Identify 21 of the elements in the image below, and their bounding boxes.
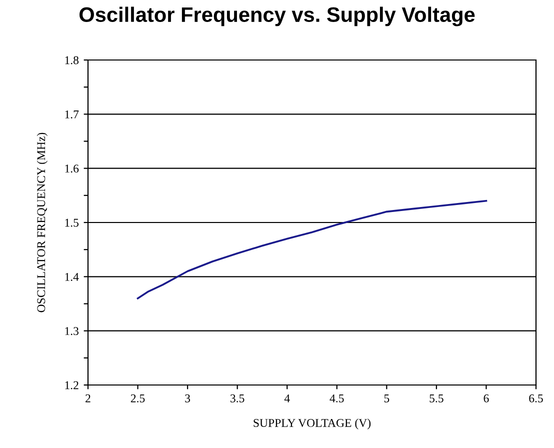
y-tick-label: 1.4 <box>65 272 79 281</box>
y-tick-label: 1.2 <box>65 381 78 390</box>
x-tick-label: 2 <box>86 394 90 402</box>
x-tick-label: 6 <box>484 394 489 402</box>
y-axis-title: OSCILLATOR FREQUENCY (MHz) <box>36 132 48 312</box>
y-tick-label: 1.7 <box>65 110 79 118</box>
x-tick-label: 4.5 <box>330 394 344 402</box>
x-tick-label: 4 <box>284 394 290 402</box>
x-tick-label: 5 <box>384 394 390 402</box>
x-tick-label: 5.5 <box>430 394 444 402</box>
chart-title: Oscillator Frequency vs. Supply Voltage <box>80 6 475 26</box>
x-tick-label: 2.5 <box>130 394 145 402</box>
x-tick-label: 3 <box>185 394 190 402</box>
line-series <box>136 200 488 300</box>
y-tick-label: 1.8 <box>65 56 79 64</box>
x-axis-title: SUPPLY VOLTAGE (V) <box>254 418 371 430</box>
y-tick-label: 1.6 <box>65 164 79 173</box>
y-tick-label: 1.5 <box>65 218 79 227</box>
y-tick-label: 1.3 <box>65 327 79 336</box>
x-tick-label: 6.5 <box>529 394 543 402</box>
x-tick-label: 3.5 <box>230 394 244 402</box>
